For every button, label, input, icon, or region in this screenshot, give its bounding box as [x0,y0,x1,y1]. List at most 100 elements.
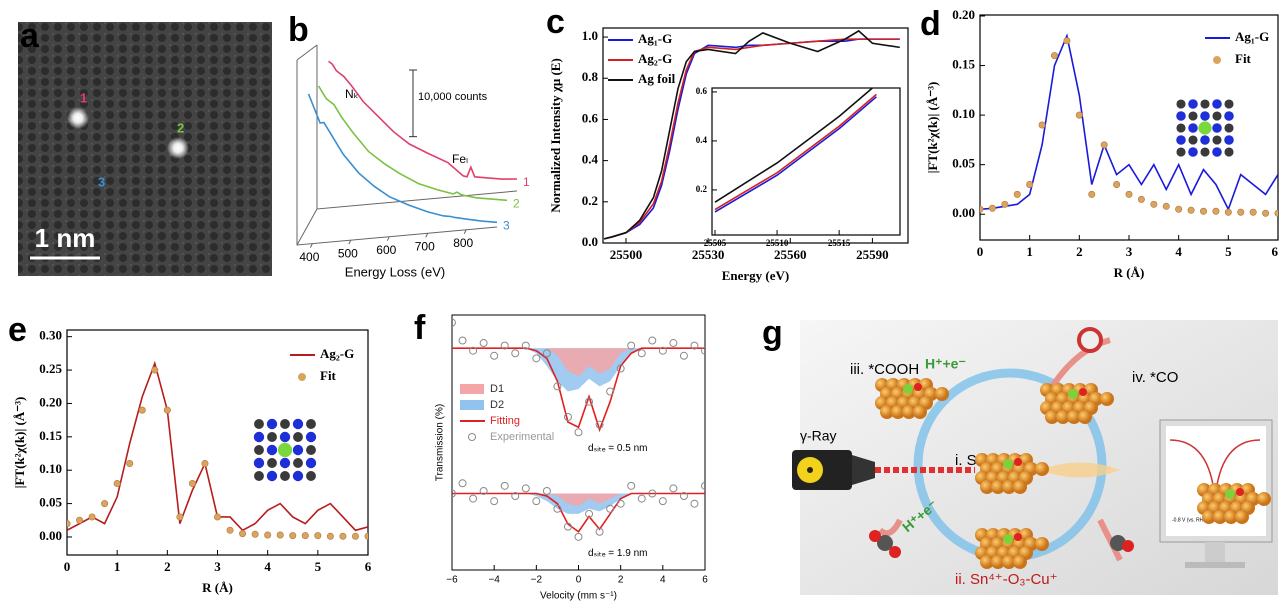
data-point [479,339,488,348]
data-point [479,486,488,495]
spectrum [328,60,518,180]
fit-point [1001,200,1009,208]
fit-point [151,366,159,374]
data-point [627,481,636,490]
y-tick-label: 0.05 [952,156,975,171]
legend-marker [468,433,476,441]
atom [267,432,277,442]
fit-point [988,204,996,212]
cluster-atom [1035,462,1049,476]
atom [293,458,303,468]
legend-label: Fit [320,368,337,383]
data-point [627,341,636,350]
x-tick-label: 800 [453,236,473,250]
x-tick-label: 25510 [766,238,789,248]
y-tick-label: 0.15 [39,428,62,443]
x-axis-label: Velocity (mm s⁻¹) [540,591,617,602]
data-point [606,387,615,396]
data-point [521,484,530,493]
fit-point [1075,111,1083,119]
fit-point [1026,180,1034,188]
spot-label: 3 [98,174,105,189]
cluster-atom [1100,392,1114,406]
atom [254,471,264,481]
cluster-atom [1014,533,1022,541]
x-tick-label: 25560 [774,247,807,262]
panel-label: g [762,314,783,352]
data-point [574,428,583,437]
x-tick-label: 25505 [704,238,727,248]
fit-point [364,532,368,540]
atom [292,470,304,482]
atom [267,458,277,468]
legend-label: Ag₁-G [1235,29,1269,44]
x-tick-label: 1 [1026,244,1033,259]
legend-label: Ag₂-G [638,51,672,66]
cluster-atom [913,405,927,419]
data-point [658,346,667,355]
data-point [574,532,583,541]
plot-area [711,87,901,236]
screen-text: -0.8 V (vs. RHE) [1172,517,1209,523]
cluster-atom [1236,488,1244,496]
data-point [532,354,541,363]
data-point [542,349,551,358]
atom [1224,123,1234,133]
series-label: 3 [503,219,510,233]
x-axis-label: R (Å) [202,580,233,595]
cluster-atom [880,405,894,419]
fit-point [351,532,359,540]
atom [1176,135,1186,145]
atom [279,431,291,443]
data-point [585,397,594,406]
fit-point [176,513,184,521]
atom [1224,99,1234,109]
cluster-atom [1202,510,1216,524]
atom [1188,135,1198,145]
cluster-atom [1013,480,1027,494]
data-point [490,497,499,506]
y-axis-label: |FT(k²χ(k)| (Å⁻³) [925,82,940,174]
data-point [469,346,478,355]
cluster-atom [1014,458,1022,466]
cluster-atom [980,480,994,494]
fit-point [1187,206,1195,214]
atom [293,432,303,442]
fit-point [314,532,322,540]
atom [1224,111,1234,121]
y-axis-label: Normalized Intensity χμ (E) [548,58,563,213]
panel-label: d [920,5,941,43]
plot-area [66,329,369,556]
fit-point [226,526,234,534]
x-tick-label: 25500 [610,247,643,262]
series-line [603,38,900,240]
x-tick [309,243,313,248]
fit-point [289,532,297,540]
fit-point [239,530,247,538]
y-axis-label: Transmission (%) [435,404,446,481]
y-tick-label: 0.10 [39,461,62,476]
panel-label: f [414,309,426,347]
scale-label: 10,000 counts [418,91,488,103]
atom [1200,135,1210,145]
legend-marker [298,373,306,381]
box-3d [296,44,518,246]
fit-point [1038,121,1046,129]
atom [279,457,291,469]
x-tick-label: 25515 [828,238,851,248]
fit-point [1224,208,1232,216]
atom [1176,147,1186,157]
x-tick-label: −2 [531,575,543,586]
atom [1212,147,1222,157]
series-line [714,96,877,213]
fit-point [1175,205,1183,213]
cluster-atom [991,555,1005,569]
cluster-atom [1045,410,1059,424]
atom [253,457,265,469]
component-area [452,348,705,377]
x-tick-label: 25530 [692,247,725,262]
atom [254,445,264,455]
cluster-atom [891,405,905,419]
x-tick-label: 400 [299,250,319,264]
panel-label: e [8,311,27,349]
